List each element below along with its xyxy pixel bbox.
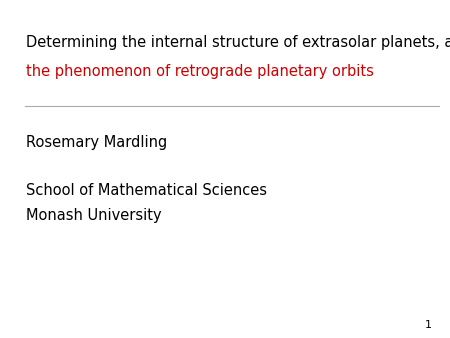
Text: 1: 1 <box>425 319 432 330</box>
Text: Determining the internal structure of extrasolar planets, and: Determining the internal structure of ex… <box>26 35 450 50</box>
Text: the phenomenon of retrograde planetary orbits: the phenomenon of retrograde planetary o… <box>26 64 374 79</box>
Text: School of Mathematical Sciences: School of Mathematical Sciences <box>26 183 267 197</box>
Text: Monash University: Monash University <box>26 208 162 223</box>
Text: Rosemary Mardling: Rosemary Mardling <box>26 135 167 150</box>
